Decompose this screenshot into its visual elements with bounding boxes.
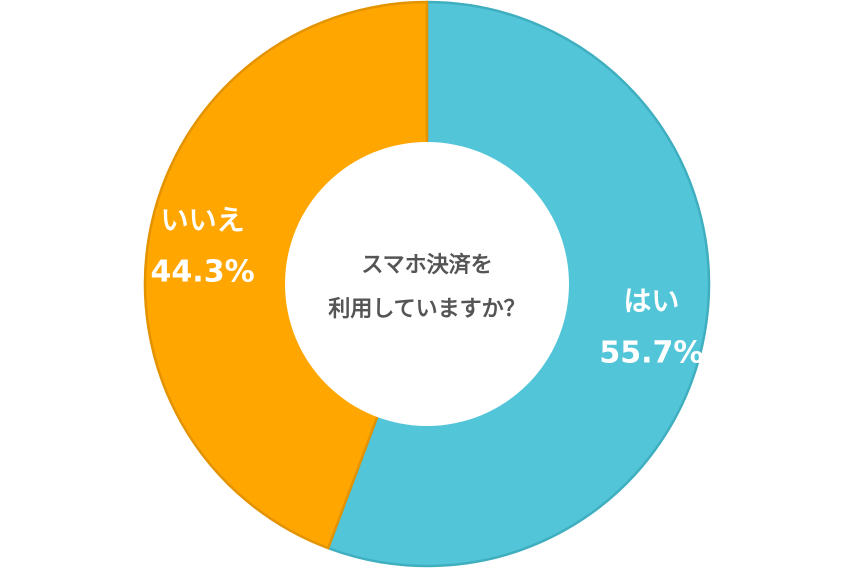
slice-value-yes: 55.7% [599,336,703,371]
donut-hole [285,142,569,426]
labels-group: はい 55.7% いいえ 44.3% [151,203,704,370]
slice-value-no: 44.3% [151,254,255,289]
slice-label-no: いいえ [161,203,245,236]
center-text-line-1: スマホ決済を [361,252,492,278]
center-text-line-2: 利用していますか？ [328,297,525,322]
slice-label-yes: はい [623,285,679,318]
